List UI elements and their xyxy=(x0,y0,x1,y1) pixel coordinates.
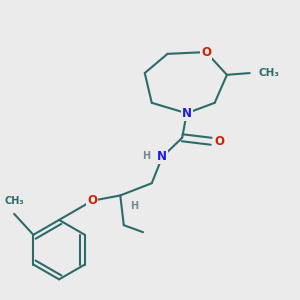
Text: O: O xyxy=(201,46,211,59)
Text: CH₃: CH₃ xyxy=(4,196,24,206)
Text: O: O xyxy=(87,194,97,207)
Text: N: N xyxy=(157,151,167,164)
Text: O: O xyxy=(214,135,224,148)
Text: H: H xyxy=(142,151,150,161)
Text: N: N xyxy=(182,107,192,120)
Text: CH₃: CH₃ xyxy=(258,68,279,78)
Text: H: H xyxy=(130,201,138,211)
